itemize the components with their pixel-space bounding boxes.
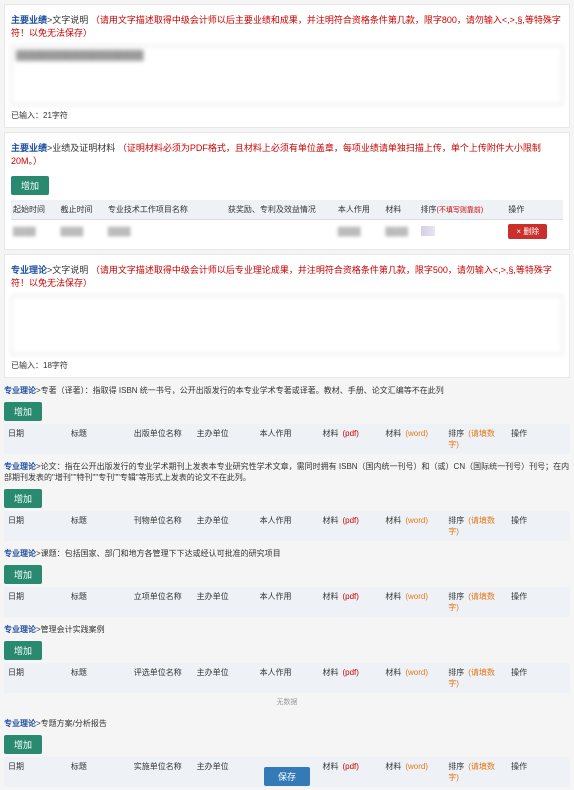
sub-col: 本人作用 [256, 428, 319, 450]
sort-value [421, 226, 435, 236]
table-row: ████ ████ ████ ████ ████ × 删除 [11, 220, 563, 244]
sub-col: 刊物单位名称 [130, 515, 193, 537]
sub-col: 标题 [67, 428, 130, 450]
col-role: 本人作用 [336, 200, 383, 220]
section1-header: 主要业绩>文字说明 （请用文字描述取得中级会计师以后主要业绩和成果，并注明符合资… [11, 11, 563, 41]
sub-col: 立项单位名称 [130, 591, 193, 613]
section1-title-red: （请用文字描述取得中级会计师以后主要业绩和成果，并注明符合资格条件第几款，限字8… [11, 15, 561, 38]
sub-col: 排序(请填数字) [444, 428, 507, 450]
sub-col: 排序(请填数字) [444, 667, 507, 689]
sub-col: 材料(word) [381, 428, 444, 450]
add-button[interactable]: 增加 [4, 641, 42, 660]
sub-col: 材料(pdf) [318, 428, 381, 450]
sub-col: 日期 [4, 428, 67, 450]
sub-col: 本人作用 [256, 591, 319, 613]
sub-col: 评选单位名称 [130, 667, 193, 689]
sub-col: 日期 [4, 667, 67, 689]
sub-section-2: 专业理论>课题：包括国家、部门和地方各管理下下达或经认可批准的研究项目增加日期标… [4, 545, 570, 617]
achievements-textarea[interactable]: ████████████████████ [11, 45, 563, 105]
col-award: 获奖励、专利及效益情况 [226, 200, 336, 220]
sub-col: 主办单位 [193, 667, 256, 689]
col-action: 操作 [506, 200, 563, 220]
sub-col: 主办单位 [193, 428, 256, 450]
sub-title: 专业理论>论文：指在公开出版发行的专业学术期刊上发表本专业研究性学术文章，需同时… [4, 458, 570, 486]
section1-title-blue: 主要业绩 [11, 15, 47, 25]
add-button[interactable]: 增加 [4, 735, 42, 754]
sub-col: 材料(pdf) [318, 515, 381, 537]
sub-col: 主办单位 [193, 591, 256, 613]
section2-header: 主要业绩>业绩及证明材料 （证明材料必须为PDF格式，且材料上必须有单位盖章，每… [11, 139, 563, 169]
sub-col: 排序(请填数字) [444, 515, 507, 537]
section1-counter: 已输入：21字符 [11, 110, 563, 121]
sub-col: 操作 [507, 667, 570, 689]
sub-col: 主办单位 [193, 515, 256, 537]
sub-section-3: 专业理论>管理会计实践案例增加日期标题评选单位名称主办单位本人作用材料(pdf)… [4, 621, 570, 711]
col-material: 材料 [383, 200, 418, 220]
sub-col: 日期 [4, 515, 67, 537]
sub-col: 标题 [67, 591, 130, 613]
sub-header-row: 日期标题出版单位名称主办单位本人作用材料(pdf)材料(word)排序(请填数字… [4, 424, 570, 454]
sub-col: 操作 [507, 515, 570, 537]
sub-section-1: 专业理论>论文：指在公开出版发行的专业学术期刊上发表本专业研究性学术文章，需同时… [4, 458, 570, 541]
sub-col: 标题 [67, 667, 130, 689]
add-achievement-button[interactable]: 增加 [11, 176, 49, 195]
sub-header-row: 日期标题立项单位名称主办单位本人作用材料(pdf)材料(word)排序(请填数字… [4, 587, 570, 617]
sub-col: 材料(pdf) [318, 591, 381, 613]
achievements-table: 起始时间 截止时间 专业技术工作项目名称 获奖励、专利及效益情况 本人作用 材料… [11, 200, 563, 243]
sub-col: 材料(word) [381, 667, 444, 689]
sub-col: 材料(word) [381, 591, 444, 613]
sub-section-4: 专业理论>专题方案/分析报告增加日期标题实施单位名称主办单位材料(pdf)材料(… [4, 715, 570, 786]
add-button[interactable]: 增加 [4, 565, 42, 584]
add-button[interactable]: 增加 [4, 489, 42, 508]
sub-col: 出版单位名称 [130, 428, 193, 450]
col-sort: 排序(不填写则靠前) [419, 200, 507, 220]
section3-counter: 已输入：18字符 [11, 360, 563, 371]
theory-textarea[interactable] [11, 295, 563, 355]
sub-col: 材料(pdf) [318, 667, 381, 689]
sub-col: 材料(word) [381, 515, 444, 537]
sub-col: 本人作用 [256, 515, 319, 537]
delete-button[interactable]: × 删除 [508, 224, 547, 239]
sub-col: 操作 [507, 591, 570, 613]
sub-title: 专业理论>专题方案/分析报告 [4, 715, 570, 732]
col-start: 起始时间 [11, 200, 58, 220]
sub-col: 操作 [507, 428, 570, 450]
save-button[interactable]: 保存 [264, 767, 310, 786]
section-achievements-materials: 主要业绩>业绩及证明材料 （证明材料必须为PDF格式，且材料上必须有单位盖章，每… [4, 132, 570, 250]
sub-col: 日期 [4, 591, 67, 613]
sub-section-0: 专业理论>专著（译著）：指取得 ISBN 统一书号，公开出版发行的本专业学术专著… [4, 382, 570, 454]
sub-title: 专业理论>管理会计实践案例 [4, 621, 570, 638]
no-data: 无数据 [4, 693, 570, 711]
sub-col: 排序(请填数字) [444, 591, 507, 613]
sub-title: 专业理论>课题：包括国家、部门和地方各管理下下达或经认可批准的研究项目 [4, 545, 570, 562]
sub-header-row: 日期标题评选单位名称主办单位本人作用材料(pdf)材料(word)排序(请填数字… [4, 663, 570, 693]
col-end: 截止时间 [58, 200, 105, 220]
section-achievements-text: 主要业绩>文字说明 （请用文字描述取得中级会计师以后主要业绩和成果，并注明符合资… [4, 4, 570, 128]
sub-header-row: 日期标题刊物单位名称主办单位本人作用材料(pdf)材料(word)排序(请填数字… [4, 511, 570, 541]
sub-title: 专业理论>专著（译著）：指取得 ISBN 统一书号，公开出版发行的本专业学术专著… [4, 382, 570, 399]
col-project: 专业技术工作项目名称 [106, 200, 226, 220]
section3-header: 专业理论>文字说明 （请用文字描述取得中级会计师以后专业理论成果，并注明符合资格… [11, 261, 563, 291]
sub-col: 标题 [67, 515, 130, 537]
add-button[interactable]: 增加 [4, 402, 42, 421]
sub-col: 本人作用 [256, 667, 319, 689]
section-theory-text: 专业理论>文字说明 （请用文字描述取得中级会计师以后专业理论成果，并注明符合资格… [4, 254, 570, 378]
